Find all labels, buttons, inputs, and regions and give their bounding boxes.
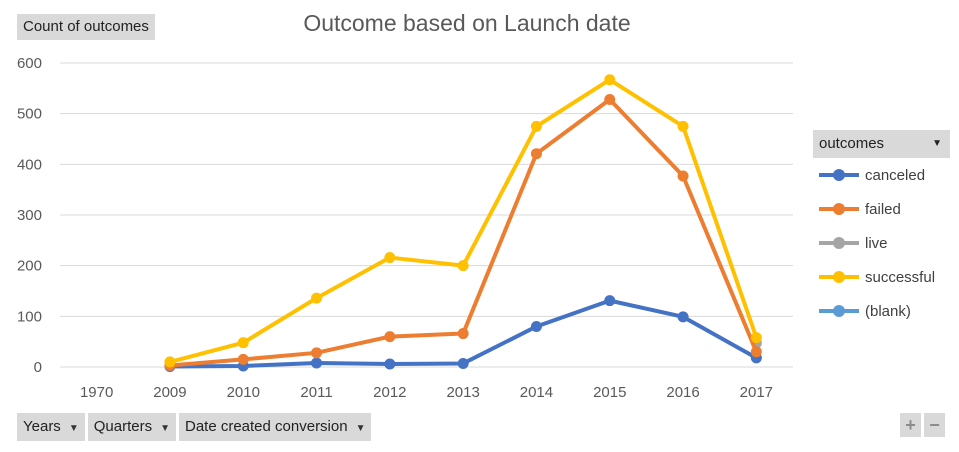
axis-field-label: Quarters — [93, 418, 153, 435]
series-line-successful[interactable] — [167, 77, 759, 364]
y-tick-label: 100 — [17, 308, 42, 325]
data-point-canceled[interactable] — [384, 358, 396, 370]
x-tick-label: 2009 — [153, 384, 186, 401]
y-tick-label: 200 — [17, 258, 42, 275]
legend-swatch — [819, 304, 859, 318]
legend-field-label: outcomes — [819, 135, 885, 152]
legend: outcomes ▼ canceled failed live successful (… — [813, 130, 950, 328]
x-tick-label: 2010 — [227, 384, 260, 401]
data-point-failed[interactable] — [384, 331, 396, 343]
series-line-failed[interactable] — [167, 97, 759, 368]
chart-title: Outcome based on Launch date — [303, 10, 631, 36]
data-point-successful[interactable] — [237, 337, 249, 349]
triangle-down-icon[interactable]: ▼ — [932, 138, 942, 149]
y-tick-label: 400 — [17, 156, 42, 173]
data-point-successful[interactable] — [750, 332, 762, 344]
data-point-failed[interactable] — [604, 93, 616, 105]
legend-item[interactable]: failed — [813, 192, 950, 226]
data-point-failed[interactable] — [311, 347, 323, 359]
x-tick-label: 2015 — [593, 384, 626, 401]
data-point-canceled[interactable] — [457, 357, 469, 369]
x-tick-label: 2011 — [300, 384, 332, 401]
data-point-failed[interactable] — [750, 346, 762, 358]
legend-swatch — [819, 202, 859, 216]
legend-item[interactable]: (blank) — [813, 294, 950, 328]
legend-item[interactable]: canceled — [813, 158, 950, 192]
data-point-successful[interactable] — [384, 252, 396, 264]
x-tick-label: 2017 — [740, 384, 773, 401]
data-point-failed[interactable] — [677, 170, 689, 182]
data-point-successful[interactable] — [530, 120, 542, 132]
x-tick-label: 1970 — [80, 384, 113, 401]
data-point-canceled[interactable] — [311, 357, 323, 369]
data-point-successful[interactable] — [604, 74, 616, 86]
triangle-down-icon[interactable]: ▼ — [68, 423, 79, 434]
x-tick-label: 2016 — [666, 384, 699, 401]
data-point-failed[interactable] — [530, 148, 542, 160]
axis-field-date-created-button[interactable]: Date created conversion ▼ — [178, 413, 372, 441]
legend-item-label: successful — [865, 268, 936, 286]
data-point-failed[interactable] — [457, 328, 469, 340]
x-tick-label: 2014 — [520, 384, 553, 401]
axis-field-label: Date created conversion — [184, 418, 348, 435]
triangle-down-icon[interactable]: ▼ — [355, 423, 366, 434]
legend-item-label: failed — [865, 200, 901, 218]
x-tick-label: 2012 — [373, 384, 406, 401]
data-point-canceled[interactable] — [530, 320, 542, 332]
data-point-canceled[interactable] — [604, 295, 616, 307]
legend-item[interactable]: successful — [813, 260, 950, 294]
y-tick-label: 0 — [34, 359, 42, 376]
data-point-failed[interactable] — [237, 353, 249, 365]
legend-swatch — [819, 270, 859, 284]
value-field-button[interactable]: Count of outcomes — [17, 14, 155, 40]
y-tick-label: 600 — [17, 55, 42, 72]
collapse-field-button[interactable]: − — [924, 413, 945, 437]
x-tick-label: 2013 — [446, 384, 479, 401]
data-point-successful[interactable] — [677, 120, 689, 132]
data-point-successful[interactable] — [164, 356, 176, 368]
expand-field-button[interactable]: + — [900, 413, 921, 437]
axis-field-buttons: Years ▼ Quarters ▼ Date created conversion… — [17, 413, 372, 441]
triangle-down-icon[interactable]: ▼ — [160, 423, 170, 434]
legend-item[interactable]: live — [813, 226, 950, 260]
y-tick-label: 300 — [17, 207, 42, 224]
axis-field-years-button[interactable]: Years ▼ — [17, 413, 85, 441]
legend-swatch — [819, 168, 859, 182]
y-tick-label: 500 — [17, 106, 42, 123]
data-point-successful[interactable] — [457, 260, 469, 272]
axis-field-quarters-button[interactable]: Quarters ▼ — [87, 413, 176, 441]
data-point-successful[interactable] — [311, 292, 323, 304]
legend-item-label: (blank) — [865, 302, 911, 320]
axis-field-label: Years — [23, 418, 61, 435]
value-field-label: Count of outcomes — [23, 18, 149, 35]
legend-item-label: canceled — [865, 166, 926, 184]
data-point-canceled[interactable] — [677, 311, 689, 323]
legend-field-button[interactable]: outcomes ▼ — [813, 130, 950, 158]
legend-swatch — [819, 236, 859, 250]
legend-item-label: live — [865, 234, 888, 252]
